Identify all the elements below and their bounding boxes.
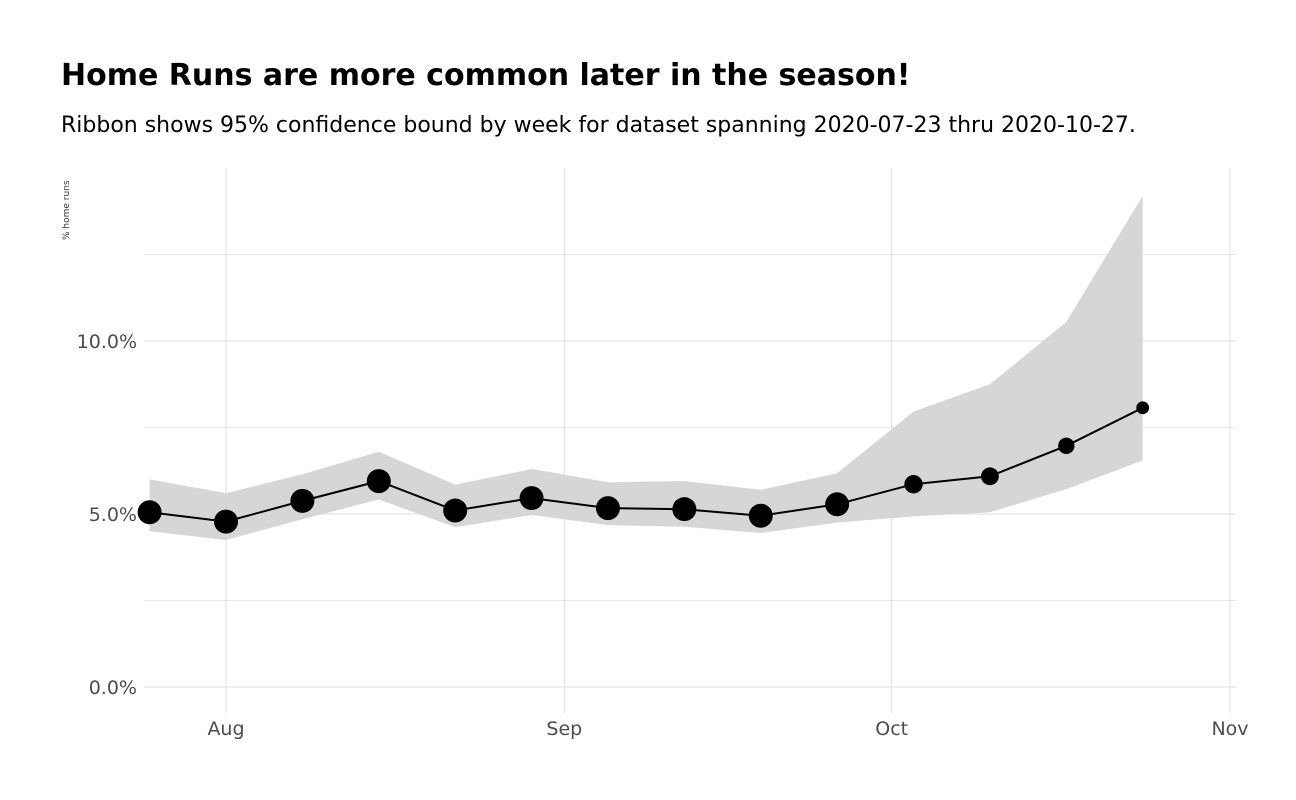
data-point xyxy=(137,500,162,525)
series-line xyxy=(149,406,1144,523)
y-tick-label: 0.0% xyxy=(89,677,137,699)
data-point xyxy=(1136,401,1150,415)
y-axis-ticks: 0.0% 5.0% 10.0% xyxy=(77,331,137,699)
data-point xyxy=(748,503,773,528)
x-tick-label: Nov xyxy=(1211,718,1248,740)
data-point xyxy=(1058,437,1075,455)
ribbon-layer xyxy=(149,195,1143,540)
data-point xyxy=(981,467,999,486)
data-point xyxy=(214,509,238,534)
chart-title: Home Runs are more common later in the s… xyxy=(61,58,910,93)
data-point xyxy=(519,486,544,511)
data-point xyxy=(290,488,315,513)
data-point xyxy=(904,475,923,494)
line-layer xyxy=(149,406,1144,523)
point-layer xyxy=(137,401,1150,534)
data-point xyxy=(825,492,850,517)
x-tick-label: Oct xyxy=(875,718,908,740)
data-point xyxy=(443,498,468,523)
y-tick-label: 10.0% xyxy=(77,331,137,353)
x-axis-ticks: Aug Sep Oct Nov xyxy=(207,718,1248,740)
confidence-ribbon xyxy=(149,195,1143,540)
x-tick-label: Sep xyxy=(546,718,582,740)
chart-subtitle: Ribbon shows 95% confidence bound by wee… xyxy=(61,113,1136,138)
data-point xyxy=(672,497,697,522)
y-axis-label: % home runs xyxy=(62,180,72,240)
data-point xyxy=(595,496,620,521)
data-point xyxy=(366,469,391,494)
y-tick-label: 5.0% xyxy=(89,504,137,526)
x-tick-label: Aug xyxy=(207,718,244,740)
